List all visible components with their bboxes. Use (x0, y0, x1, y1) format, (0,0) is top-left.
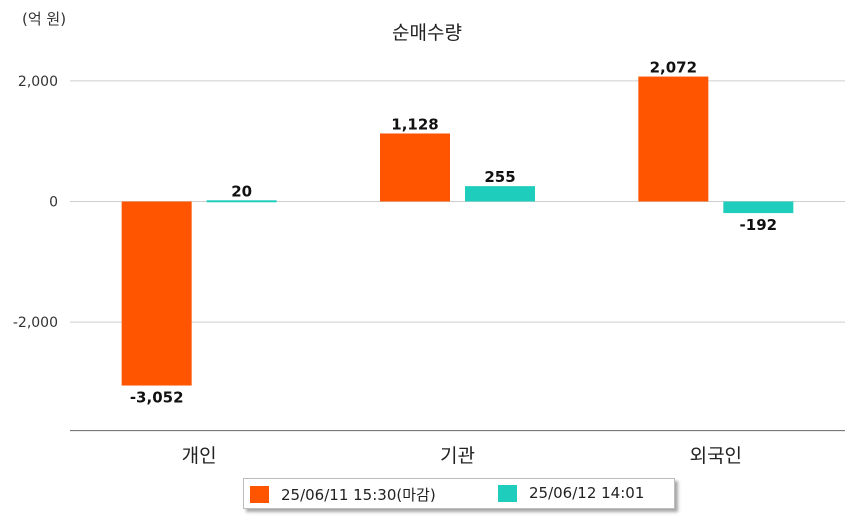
data-label: 20 (231, 182, 252, 200)
bar (465, 186, 535, 202)
chart-legend: 25/06/11 15:30(마감) 25/06/12 14:01 (243, 478, 675, 509)
legend-item-series-1[interactable]: 25/06/11 15:30(마감) (250, 484, 436, 505)
unit-label: (억 원) (22, 10, 67, 28)
data-label: -3,052 (130, 389, 184, 407)
bar (638, 76, 709, 202)
y-tick-label: -2,000 (13, 315, 58, 331)
bar (121, 201, 192, 386)
data-label: 1,128 (391, 115, 438, 133)
legend-item-series-2[interactable]: 25/06/12 14:01 (498, 484, 644, 502)
data-label: -192 (740, 216, 778, 234)
legend-label-series-1: 25/06/11 15:30(마감) (281, 486, 436, 504)
legend-swatch-series-1 (250, 486, 269, 503)
data-label: 255 (484, 168, 515, 186)
bar (723, 201, 794, 214)
legend-label-series-2: 25/06/12 14:01 (529, 484, 645, 502)
chart-title: 순매수량 (392, 22, 462, 44)
data-label: 2,072 (650, 59, 697, 77)
x-category-label: 개인 (182, 445, 217, 467)
x-category-label: 기관 (440, 445, 475, 467)
y-tick-label: 0 (49, 195, 58, 211)
bar (380, 133, 450, 202)
x-category-label: 외국인 (690, 445, 742, 467)
legend-swatch-series-2 (498, 484, 517, 502)
y-tick-label: 2,000 (18, 74, 58, 90)
bar (206, 200, 277, 203)
